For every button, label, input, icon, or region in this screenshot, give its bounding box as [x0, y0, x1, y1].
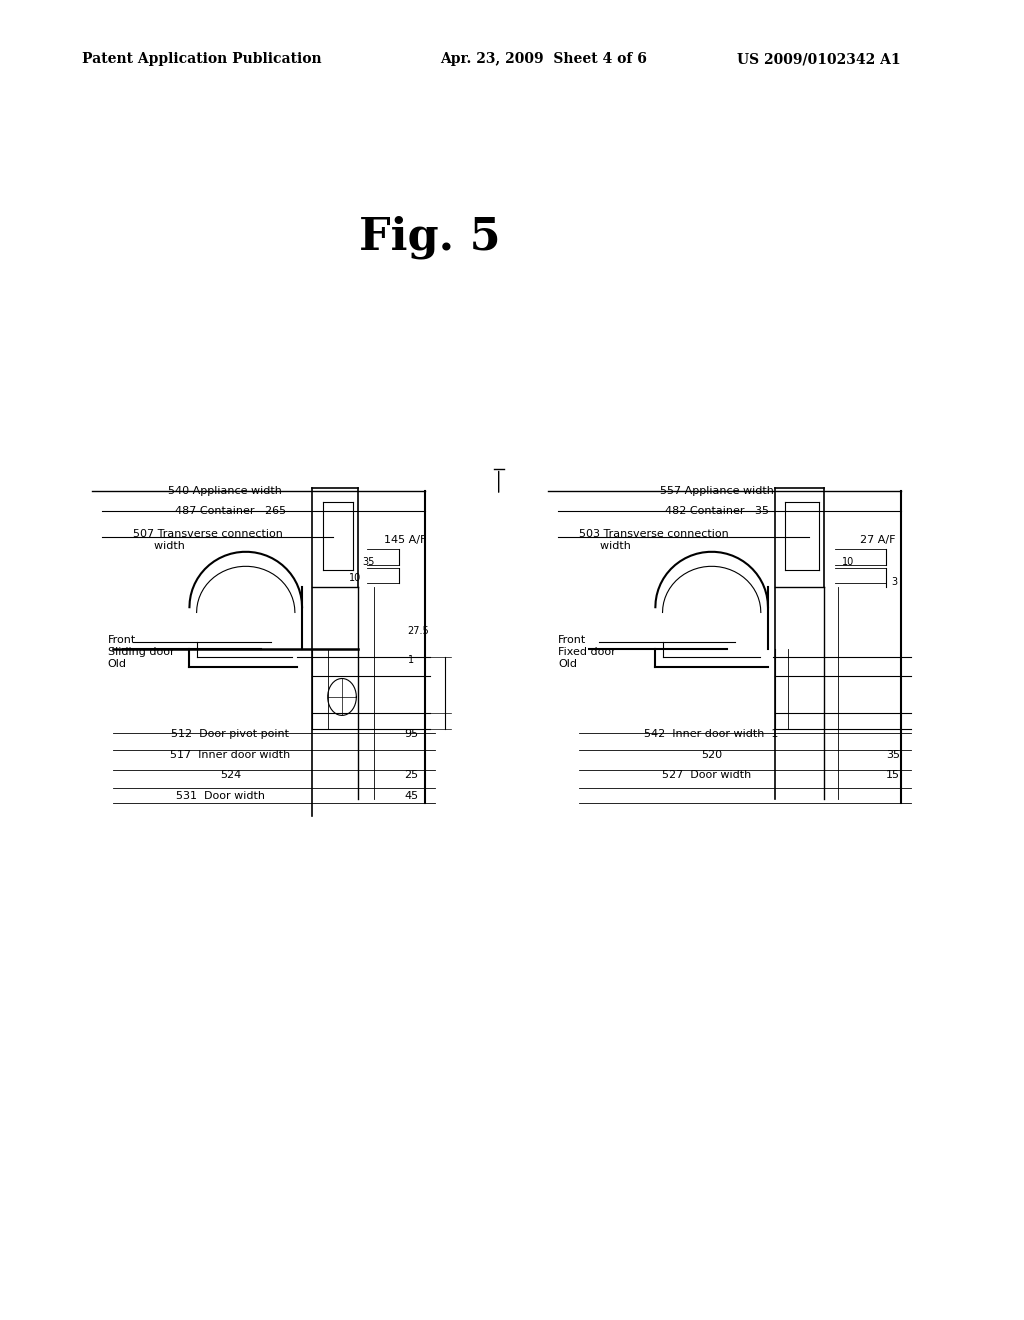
Text: 527  Door width: 527 Door width — [662, 770, 752, 780]
Text: 512  Door pivot point: 512 Door pivot point — [171, 729, 290, 739]
Text: Fig. 5: Fig. 5 — [359, 216, 501, 259]
Text: 507 Transverse connection
      width: 507 Transverse connection width — [133, 529, 283, 550]
Text: 10: 10 — [349, 573, 361, 583]
Text: Front
Fixed door
Old: Front Fixed door Old — [558, 635, 615, 669]
Text: 557 Appliance width: 557 Appliance width — [659, 486, 774, 496]
Text: 145 A/F: 145 A/F — [384, 535, 426, 545]
Text: 503 Transverse connection
      width: 503 Transverse connection width — [579, 529, 728, 550]
Text: 482 Container   35: 482 Container 35 — [665, 506, 769, 516]
Text: Front
Sliding door
Old: Front Sliding door Old — [108, 635, 174, 669]
Text: 35: 35 — [362, 557, 375, 568]
Text: 517  Inner door width: 517 Inner door width — [170, 750, 291, 760]
Text: Patent Application Publication: Patent Application Publication — [82, 53, 322, 66]
Text: 524: 524 — [220, 770, 241, 780]
Text: 95: 95 — [404, 729, 419, 739]
Text: 542  Inner door width  1: 542 Inner door width 1 — [644, 729, 779, 739]
Text: 25: 25 — [404, 770, 419, 780]
Text: 520: 520 — [701, 750, 722, 760]
Text: 45: 45 — [404, 791, 419, 801]
Text: 10: 10 — [842, 557, 854, 568]
Text: 3: 3 — [891, 577, 897, 587]
Text: 540 Appliance width: 540 Appliance width — [168, 486, 283, 496]
Text: 15: 15 — [886, 770, 900, 780]
Text: 1: 1 — [408, 655, 414, 665]
Text: US 2009/0102342 A1: US 2009/0102342 A1 — [737, 53, 901, 66]
Text: 531  Door width: 531 Door width — [176, 791, 264, 801]
Text: 35: 35 — [886, 750, 900, 760]
Text: 27.5: 27.5 — [408, 626, 429, 636]
Text: 487 Container   265: 487 Container 265 — [175, 506, 286, 516]
Text: 27 A/F: 27 A/F — [860, 535, 896, 545]
Text: Apr. 23, 2009  Sheet 4 of 6: Apr. 23, 2009 Sheet 4 of 6 — [440, 53, 647, 66]
